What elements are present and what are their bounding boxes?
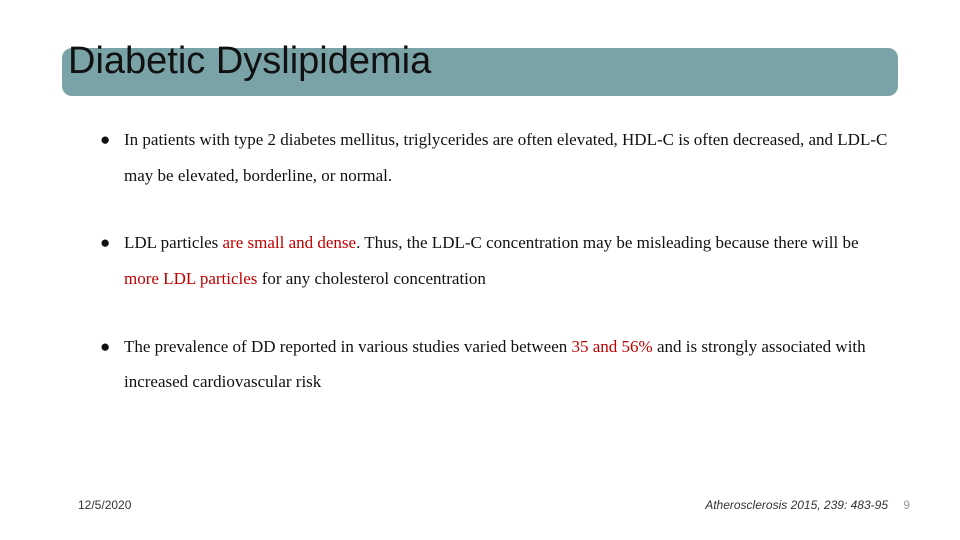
- footer-date: 12/5/2020: [78, 498, 131, 512]
- bullet-text: The prevalence of DD reported in various…: [124, 329, 890, 400]
- bullet-item: ●LDL particles are small and dense. Thus…: [100, 225, 890, 296]
- footer-page-number: 9: [903, 498, 910, 512]
- bullet-text: LDL particles are small and dense. Thus,…: [124, 225, 890, 296]
- bullet-item: ●The prevalence of DD reported in variou…: [100, 329, 890, 400]
- bullet-list: ●In patients with type 2 diabetes mellit…: [100, 122, 890, 432]
- footer-reference: Atherosclerosis 2015, 239: 483-95: [705, 498, 888, 512]
- bullet-text: In patients with type 2 diabetes mellitu…: [124, 122, 890, 193]
- bullet-item: ●In patients with type 2 diabetes mellit…: [100, 122, 890, 193]
- bullet-marker-icon: ●: [100, 329, 124, 400]
- page-title: Diabetic Dyslipidemia: [68, 40, 431, 83]
- bullet-marker-icon: ●: [100, 122, 124, 193]
- bullet-marker-icon: ●: [100, 225, 124, 296]
